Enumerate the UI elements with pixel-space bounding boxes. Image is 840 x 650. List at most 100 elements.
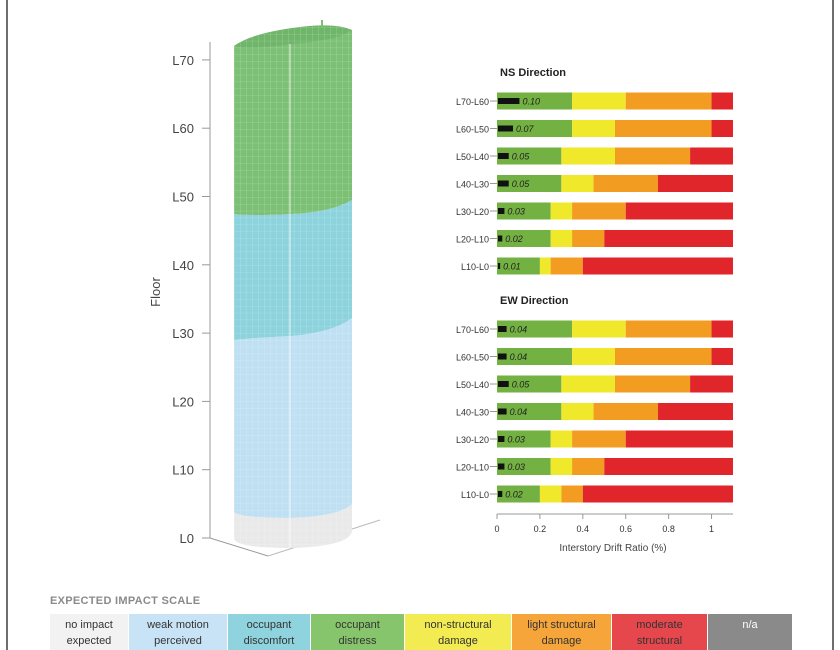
drift-value-label: 0.03: [507, 207, 525, 217]
band-red: [582, 485, 733, 503]
drift-value-label: 0.03: [507, 462, 525, 472]
building-3d-view: L0 L10 L20 L30 L40 L50 L60 L70 Floor NS Directi…: [148, 20, 733, 557]
drift-value-bar: [498, 263, 501, 269]
x-tick-label: 0.6: [619, 524, 632, 534]
drift-value-bar: [498, 208, 505, 214]
row-label: L70-L60: [456, 97, 489, 107]
band-yellow: [539, 257, 551, 275]
floor-tick-label: L60: [172, 121, 194, 136]
band-orange: [550, 257, 583, 275]
band-green: [497, 348, 573, 365]
drift-value-label: 0.03: [507, 435, 525, 445]
floor-tick-label: L40: [172, 258, 194, 273]
band-yellow: [550, 430, 573, 448]
impact-scale-label: moderate structural: [636, 619, 683, 647]
band-yellow: [550, 230, 573, 247]
band-green: [497, 147, 562, 165]
panel-right-border: [832, 0, 834, 650]
floor-tick-label: L30: [172, 326, 194, 341]
band-red: [657, 175, 733, 192]
drift-value-bar: [498, 235, 503, 242]
row-label: L60-L50: [456, 353, 489, 363]
band-yellow: [572, 120, 615, 137]
floor-tick-label: L10: [172, 463, 194, 478]
row-label: L50-L40: [456, 380, 489, 390]
row-label: L40-L30: [456, 408, 489, 418]
x-tick-label: 0.4: [577, 524, 590, 534]
band-green: [497, 230, 551, 247]
band-red: [690, 375, 733, 393]
row-label: L40-L30: [456, 180, 489, 190]
band-orange: [593, 175, 658, 192]
row-label: L30-L20: [456, 207, 489, 217]
impact-scale-legend: no impact expected weak motion perceived o…: [50, 614, 793, 650]
band-yellow: [572, 320, 626, 338]
impact-scale-label: light structural damage: [527, 619, 596, 647]
band-green: [497, 120, 573, 137]
x-tick-label: 0: [494, 524, 499, 534]
row-label: L10-L0: [461, 490, 489, 500]
band-orange: [625, 92, 712, 110]
ns-direction-chart: NS Direction L70-L60 0.10 L60-L50 0.07 L50-L4…: [456, 67, 733, 275]
band-green: [497, 485, 540, 503]
band-red: [711, 348, 733, 365]
band-red: [582, 257, 733, 275]
drift-value-label: 0.05: [512, 380, 531, 390]
impact-scale-label: no impact expected: [65, 619, 113, 647]
impact-scale-item: non-structural damage: [405, 614, 512, 650]
row-label: L30-L20: [456, 435, 489, 445]
band-orange: [572, 430, 626, 448]
band-red: [711, 320, 733, 338]
band-green: [497, 375, 562, 393]
row-label: L10-L0: [461, 262, 489, 272]
row-label: L50-L40: [456, 152, 489, 162]
drift-value-label: 0.10: [522, 97, 540, 107]
row-label: L70-L60: [456, 325, 489, 335]
band-green: [497, 202, 551, 220]
band-red: [657, 403, 733, 420]
band-yellow: [561, 175, 594, 192]
band-orange: [615, 120, 712, 137]
base-axis-line: [209, 537, 269, 557]
drift-value-label: 0.05: [512, 179, 531, 189]
band-green: [497, 458, 551, 475]
band-orange: [561, 485, 583, 503]
band-yellow: [561, 375, 615, 393]
band-yellow: [539, 485, 562, 503]
band-green: [497, 175, 562, 192]
band-red: [711, 92, 733, 110]
band-green: [497, 92, 573, 110]
floor-tick-label: L20: [172, 394, 194, 409]
floor-axis-label: Floor: [148, 277, 163, 307]
drift-value-bar: [498, 353, 507, 360]
band-orange: [615, 375, 691, 393]
band-orange: [572, 202, 626, 220]
row-label: L20-L10: [456, 235, 489, 245]
band-orange: [572, 458, 605, 475]
band-yellow: [572, 348, 615, 365]
impact-scale-label: weak motion perceived: [147, 619, 209, 647]
floor-ticks: L0 L10 L20 L30 L40 L50 L60 L70: [172, 53, 210, 546]
row-label: L20-L10: [456, 463, 489, 473]
band-yellow: [561, 403, 594, 420]
drift-value-label: 0.05: [512, 152, 531, 162]
x-axis-label: Interstory Drift Ratio (%): [559, 543, 666, 554]
drift-value-bar: [498, 326, 507, 332]
impact-scale-label: n/a: [742, 619, 758, 631]
impact-scale-item: n/a: [708, 614, 793, 650]
drift-value-label: 0.02: [505, 490, 523, 500]
impact-scale-label: occupant distress: [335, 619, 380, 647]
drift-value-bar: [498, 180, 509, 187]
band-green: [497, 430, 551, 448]
drift-value-bar: [498, 125, 514, 132]
tower-grid-overlay: [234, 25, 352, 548]
band-red: [711, 120, 733, 137]
band-green: [497, 403, 562, 420]
impact-scale-item: light structural damage: [512, 614, 612, 650]
drift-value-label: 0.04: [510, 407, 528, 417]
drift-value-bar: [498, 463, 505, 470]
drift-value-label: 0.04: [510, 325, 528, 335]
band-red: [625, 430, 733, 448]
drift-value-label: 0.01: [503, 262, 521, 272]
